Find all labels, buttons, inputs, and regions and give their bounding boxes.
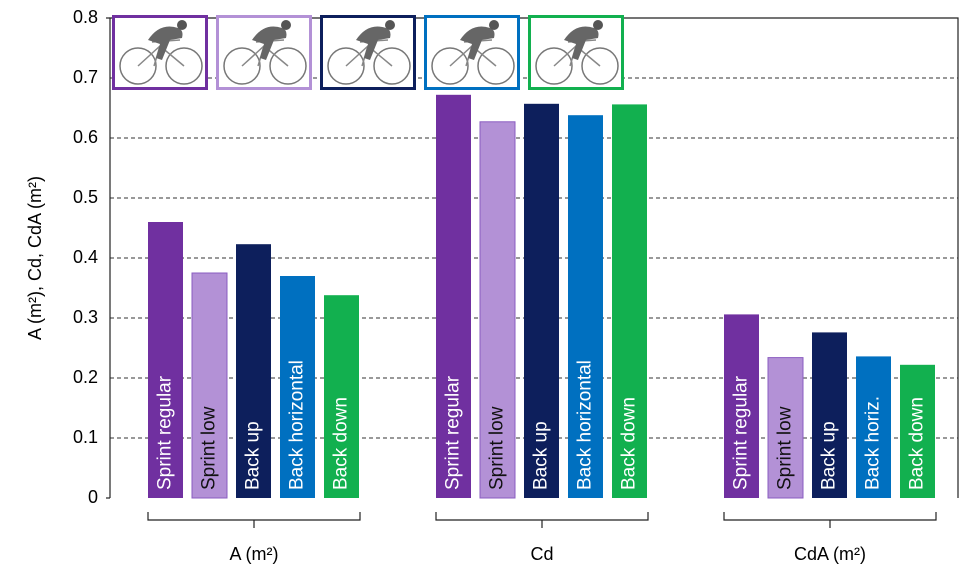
bar-label: Sprint low [487, 406, 508, 490]
legend-item: Back down [528, 15, 624, 90]
bar [568, 115, 603, 498]
y-tick-label: 0.1 [73, 427, 98, 447]
bar [191, 272, 228, 499]
legend-item: Sprint regular [112, 15, 208, 90]
bar-label: Back up [243, 421, 264, 490]
bar [280, 276, 315, 498]
bar-label: Back up [531, 421, 552, 490]
bar [236, 244, 271, 498]
y-axis-label: A (m²), Cd, CdA (m²) [25, 176, 45, 340]
legend-item: Back up [320, 15, 416, 90]
bar-label: Back up [819, 421, 840, 490]
bar-label: Sprint low [775, 406, 796, 490]
bar-label: Back horizontal [575, 360, 596, 490]
bar-label: Sprint regular [731, 375, 752, 490]
bar [767, 357, 804, 499]
bar-label: Sprint regular [443, 375, 464, 490]
y-tick-label: 0.2 [73, 367, 98, 387]
x-tick-label: A (m²) [230, 544, 279, 564]
bar [148, 222, 183, 498]
bar [436, 94, 471, 499]
y-tick-label: 0.7 [73, 67, 98, 87]
y-tick-label: 0 [88, 487, 98, 507]
bar [724, 314, 759, 498]
x-tick-label: CdA (m²) [794, 544, 866, 564]
y-tick-label: 0.6 [73, 127, 98, 147]
y-tick-label: 0.5 [73, 187, 98, 207]
bar-label: Back horiz. [863, 396, 884, 490]
bar [324, 295, 359, 498]
bar [479, 121, 516, 499]
bar [856, 356, 891, 498]
group-bracket [723, 512, 937, 528]
bar [812, 332, 847, 498]
bar-label: Back down [907, 397, 928, 490]
bar-label: Sprint regular [155, 375, 176, 490]
group-bracket [147, 512, 361, 528]
y-tick-label: 0.3 [73, 307, 98, 327]
y-tick-label: 0.8 [73, 7, 98, 27]
legend-frame [216, 15, 312, 90]
legend-item: Sprint low [216, 15, 312, 90]
bar [524, 103, 559, 499]
y-tick-label: 0.4 [73, 247, 98, 267]
x-tick-label: Cd [530, 544, 553, 564]
bar [900, 364, 935, 498]
bar [612, 104, 647, 499]
group-bracket [435, 512, 649, 528]
legend-item: Back horizontal [424, 15, 520, 90]
bar-label: Back horizontal [287, 360, 308, 490]
bar-label: Back down [619, 397, 640, 490]
bar-label: Sprint low [199, 406, 220, 490]
bar-label: Back down [331, 397, 352, 490]
